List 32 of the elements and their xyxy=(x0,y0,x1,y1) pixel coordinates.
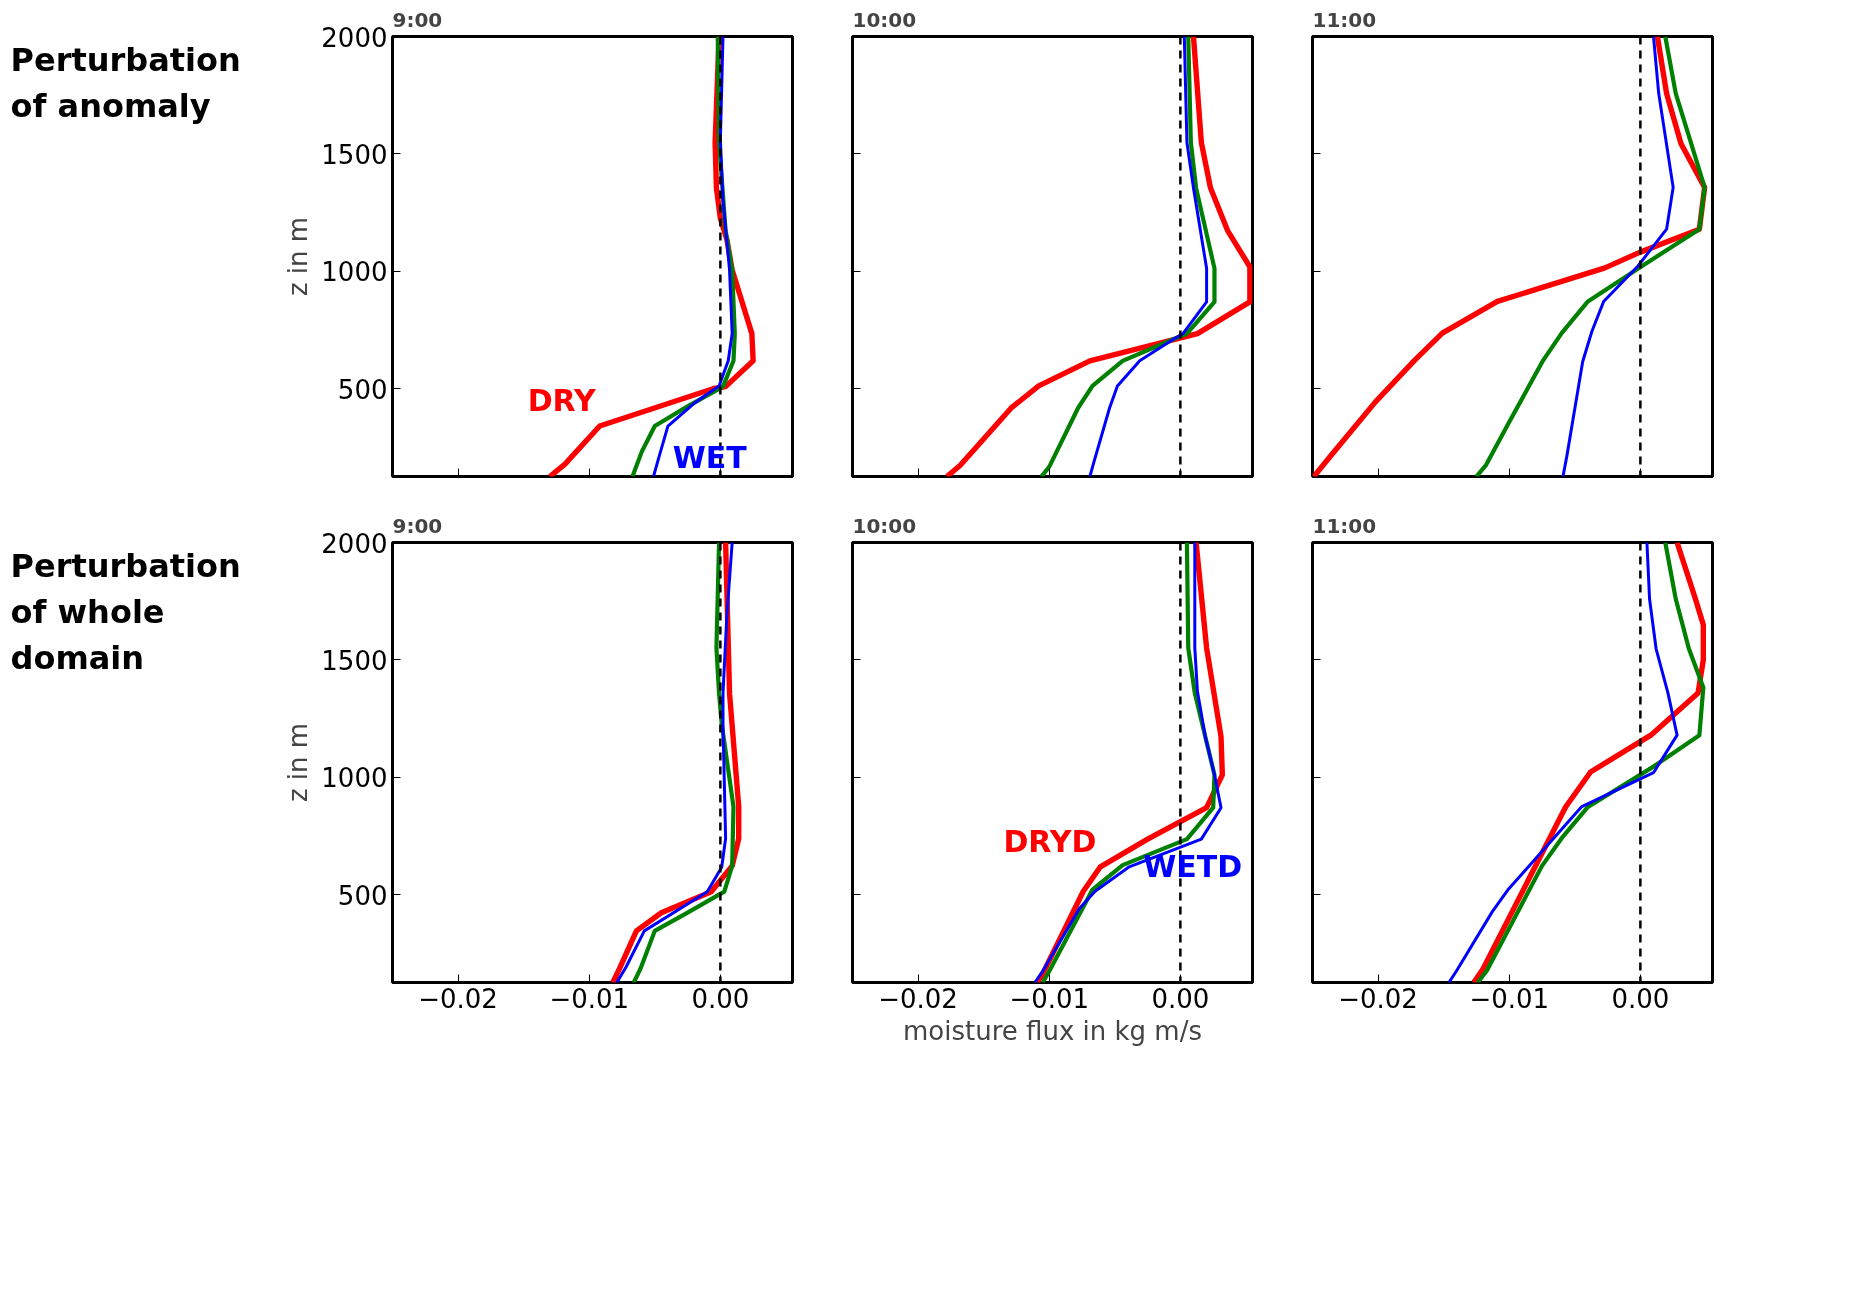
y-tick-label: 1500 xyxy=(321,645,388,676)
x-tick-label: −0.01 xyxy=(549,983,630,1014)
text: Perturbation of anomaly xyxy=(10,40,241,125)
y-tick-label: 2000 xyxy=(321,528,388,559)
series-label: DRY xyxy=(527,383,597,419)
chart-title: 9:00 xyxy=(392,513,443,538)
y-tick-label: 2000 xyxy=(321,22,388,53)
chart-title: 10:00 xyxy=(852,7,917,32)
y-tick-label: 500 xyxy=(337,880,388,911)
chart-title: 11:00 xyxy=(1312,7,1377,32)
y-axis-title: z in m xyxy=(283,722,314,803)
x-tick-label: −0.01 xyxy=(1469,983,1550,1014)
x-tick-label: −0.01 xyxy=(1009,983,1090,1014)
series-label: DRYD xyxy=(1003,823,1097,859)
chart-title: 11:00 xyxy=(1312,513,1377,538)
x-tick-label: 0.00 xyxy=(691,983,750,1014)
x-tick-label: −0.02 xyxy=(1338,983,1418,1014)
chart-title: 10:00 xyxy=(852,513,917,538)
x-tick-label: 0.00 xyxy=(1611,983,1670,1014)
series-label: WET xyxy=(672,440,748,476)
y-tick-label: 1500 xyxy=(321,139,388,170)
x-tick-label: −0.02 xyxy=(878,983,958,1014)
x-tick-label: 0.00 xyxy=(1151,983,1210,1014)
y-axis-title: z in m xyxy=(283,216,314,297)
chart-title: 9:00 xyxy=(392,7,443,32)
text: Perturbation of whole domain xyxy=(10,546,241,677)
x-tick-label: −0.02 xyxy=(418,983,498,1014)
y-tick-label: 1000 xyxy=(321,257,388,288)
x-axis-title: moisture flux in kg m/s xyxy=(903,1015,1203,1046)
y-tick-label: 500 xyxy=(337,374,388,405)
series-label: WETD xyxy=(1143,849,1243,885)
y-tick-label: 1000 xyxy=(321,763,388,794)
